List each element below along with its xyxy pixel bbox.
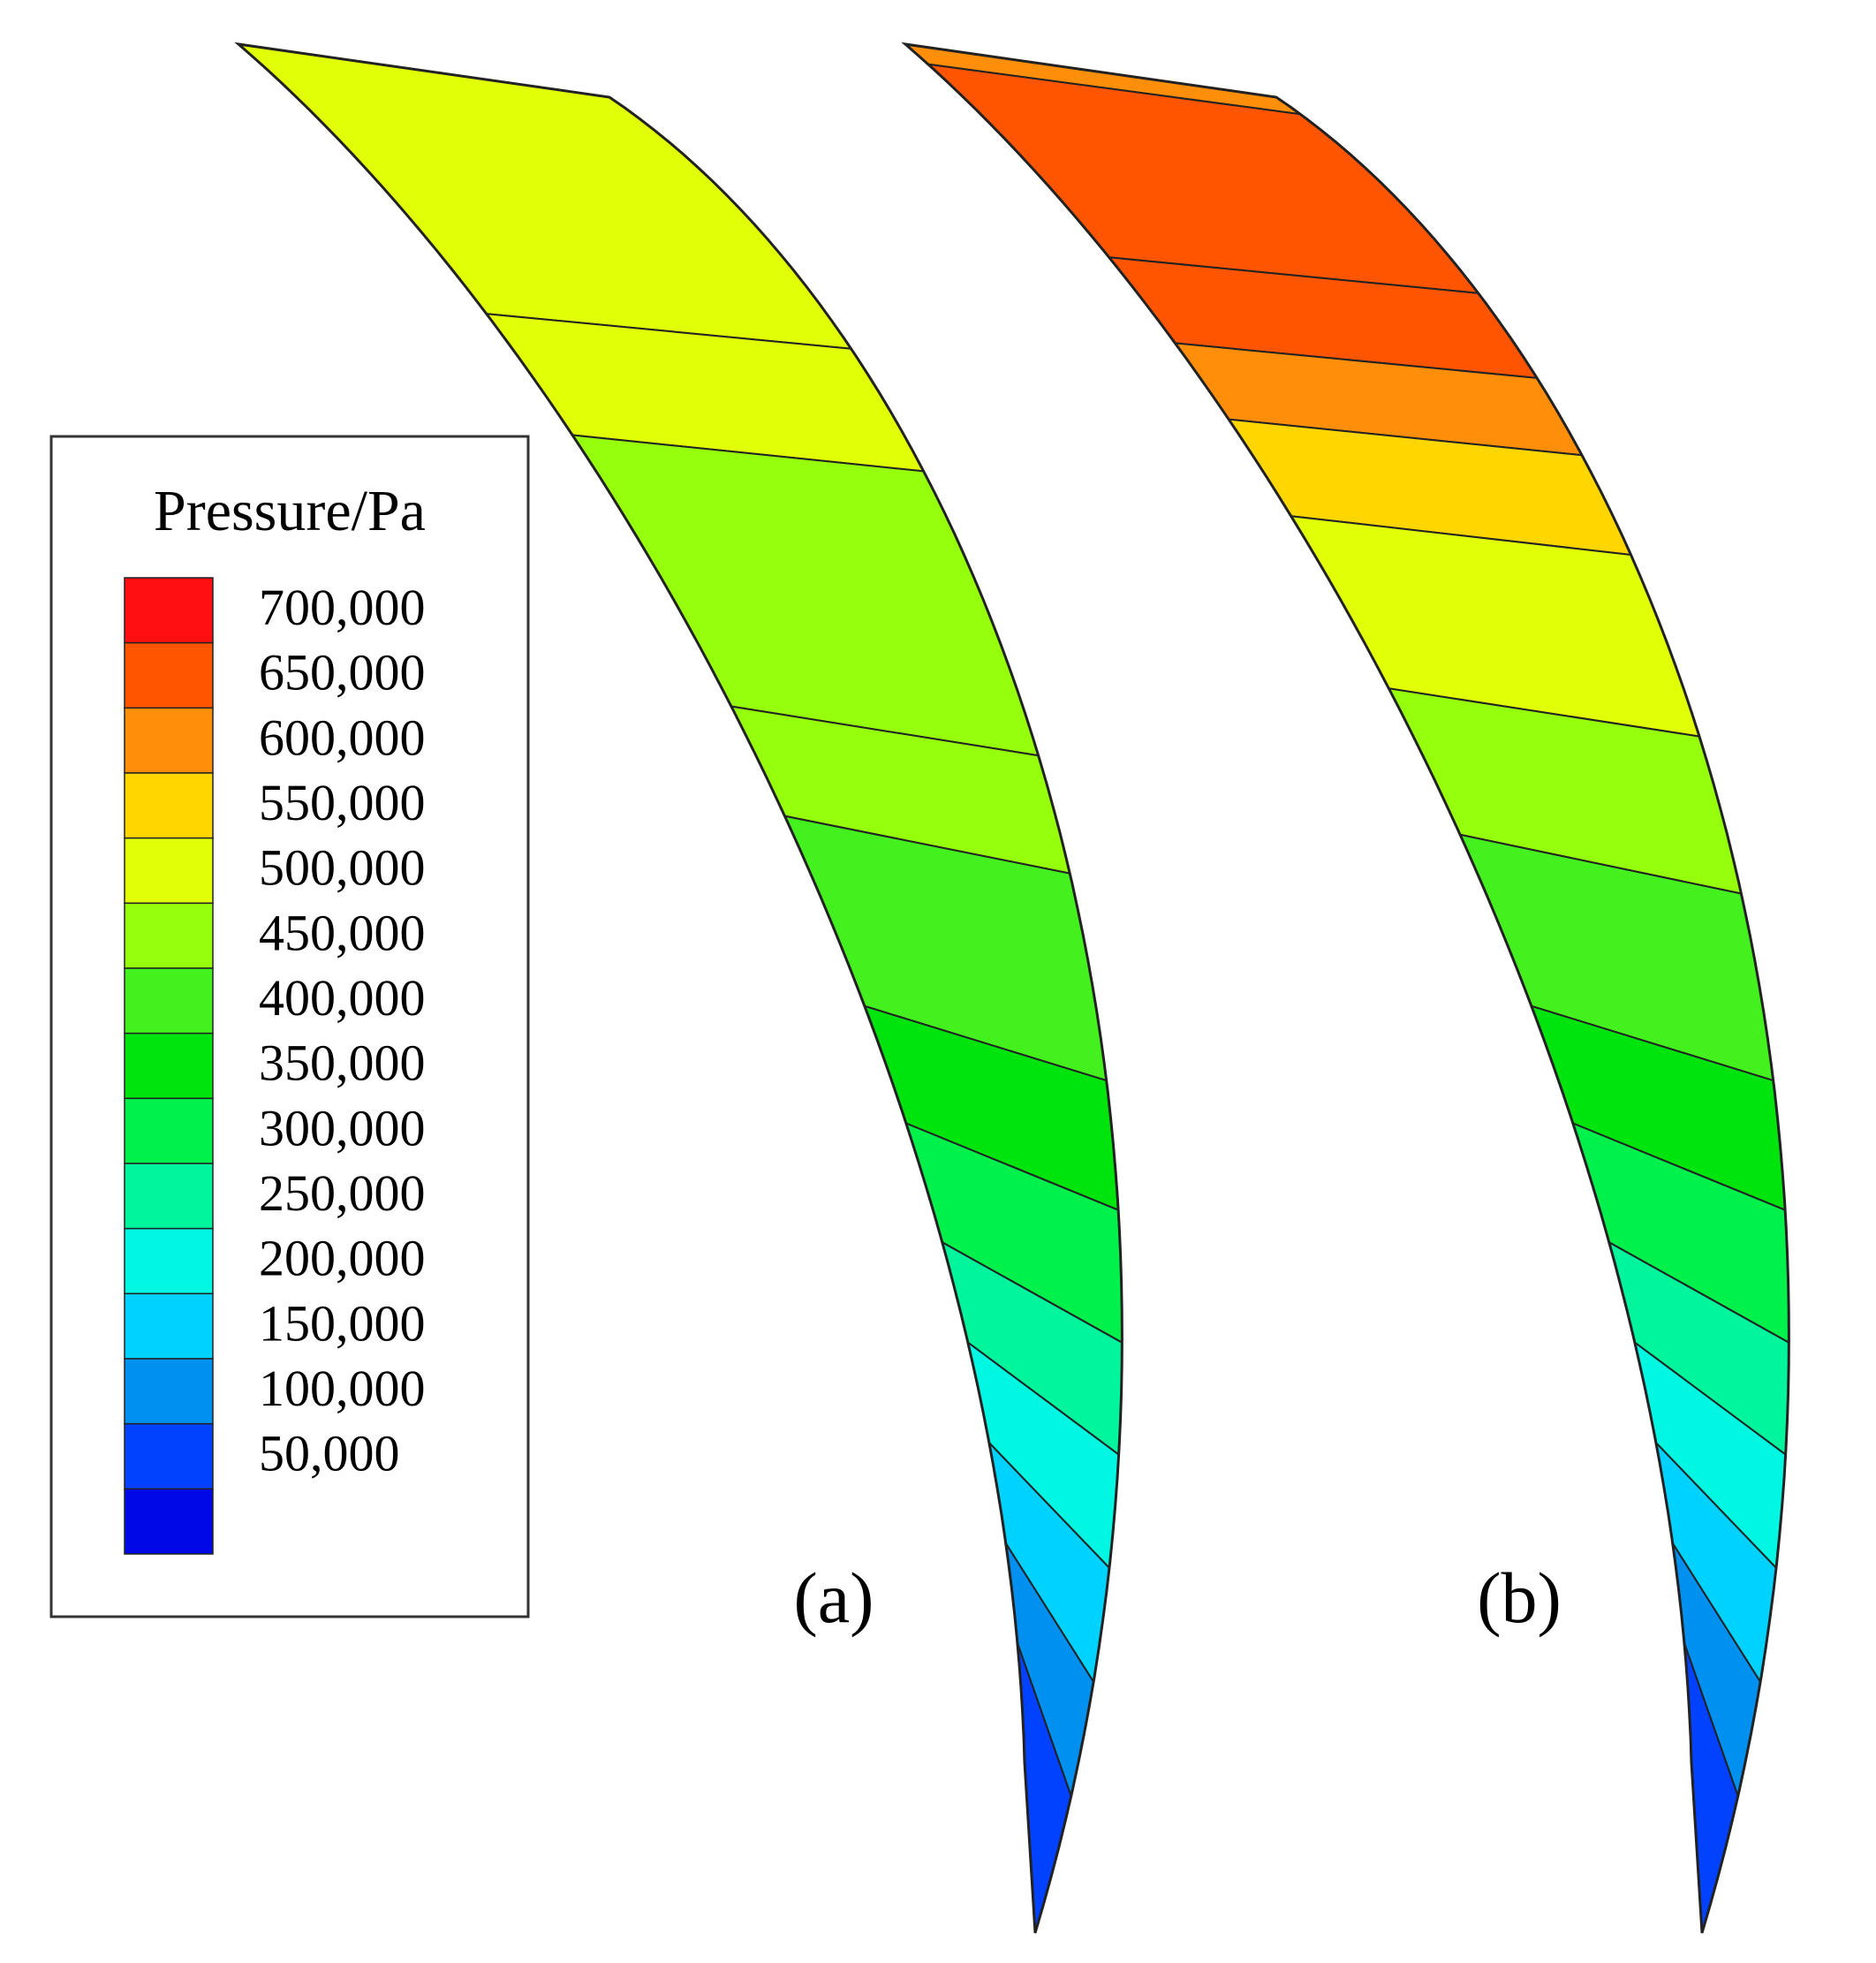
legend-tick-label: 650,000 <box>259 644 426 701</box>
legend-tick-label: 700,000 <box>259 579 426 636</box>
legend-tick-label: 50,000 <box>259 1425 400 1482</box>
legend-swatch <box>124 1097 214 1164</box>
legend-swatch <box>124 577 214 644</box>
legend-tick-label: 300,000 <box>259 1099 426 1156</box>
legend-title: Pressure/Pa <box>154 479 426 543</box>
legend-swatch <box>124 1032 214 1100</box>
legend-tick-labels: 700,000 650,000 600,000 550,000 500,000 450,0… <box>259 579 426 1482</box>
legend-swatch <box>124 641 214 709</box>
legend-tick-label: 550,000 <box>259 774 426 831</box>
legend-swatch <box>124 1358 214 1425</box>
legend-swatch <box>124 1488 214 1555</box>
legend-tick-label: 600,000 <box>259 709 426 766</box>
legend-swatch <box>124 1163 214 1230</box>
panel-a-label: (a) <box>793 1558 874 1638</box>
legend-swatch <box>124 967 214 1035</box>
panel-a: (a) <box>234 42 1123 1934</box>
legend-swatch <box>124 1422 214 1490</box>
legend-tick-label: 250,000 <box>259 1164 426 1222</box>
legend-tick-label: 150,000 <box>259 1294 426 1352</box>
panel-b: (b) <box>901 42 1790 1934</box>
panel-a-blade-outline <box>234 42 1123 1934</box>
panel-a-contour-band <box>235 42 853 350</box>
legend-tick-label: 400,000 <box>259 969 426 1027</box>
legend-tick-label: 500,000 <box>259 839 426 897</box>
panel-b-label: (b) <box>1477 1558 1562 1638</box>
legend-swatch <box>124 772 214 839</box>
legend: Pressure/Pa 700,000 650,000 600,000 550,000… <box>49 435 530 1618</box>
legend-tick-label: 100,000 <box>259 1360 426 1417</box>
panel-a-contour-bands <box>235 42 1123 1934</box>
legend-swatch <box>124 1227 214 1295</box>
legend-swatch <box>124 707 214 774</box>
panel-b-contour-bands <box>903 42 1790 1934</box>
legend-swatch <box>124 1292 214 1360</box>
legend-tick-label: 450,000 <box>259 904 426 961</box>
legend-color-bar <box>124 577 214 1555</box>
legend-swatch <box>124 902 214 969</box>
panel-a-contour-band <box>571 434 1040 757</box>
panel-a-contour-band <box>484 312 926 473</box>
legend-swatch <box>124 837 214 905</box>
panel-b-blade-outline <box>901 42 1790 1934</box>
legend-tick-label: 350,000 <box>259 1035 426 1092</box>
legend-tick-label: 200,000 <box>259 1230 426 1287</box>
panel-b-contour-band <box>1289 514 1701 738</box>
